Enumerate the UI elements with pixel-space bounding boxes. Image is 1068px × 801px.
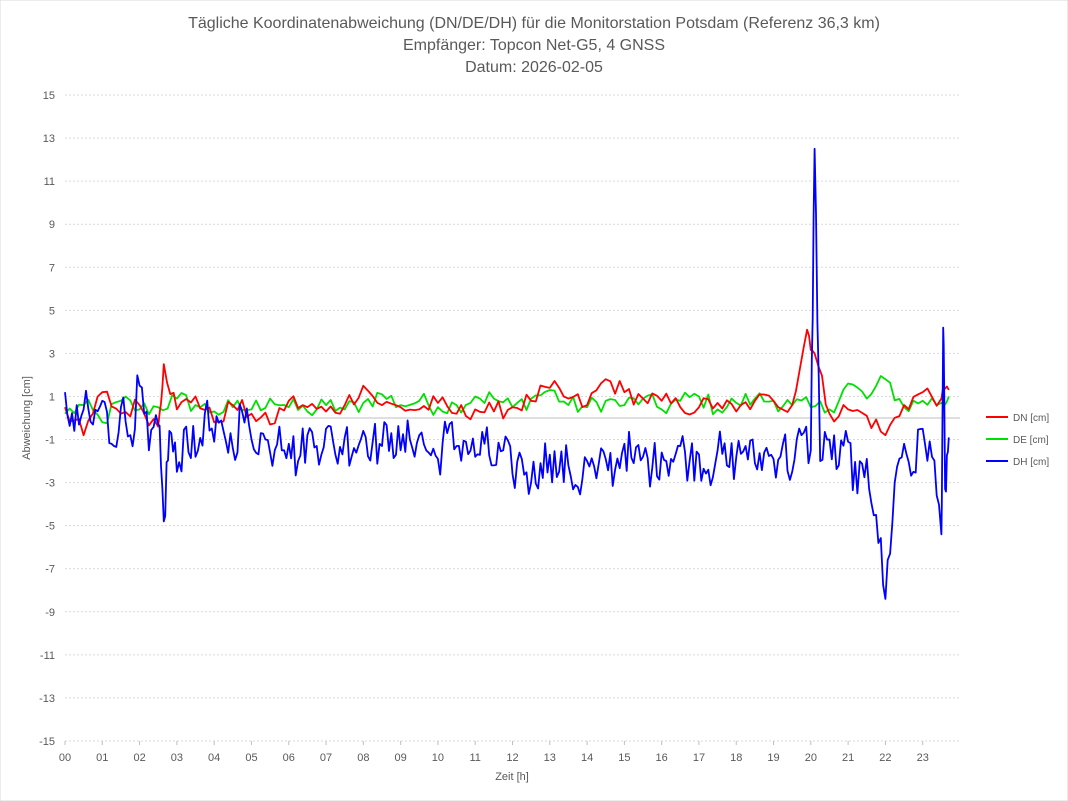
y-tick-label: -9 — [45, 607, 55, 619]
y-tick-label: -13 — [39, 693, 55, 705]
x-tick-label: 18 — [730, 752, 742, 764]
chart-title-line-2: Empfänger: Topcon Net-G5, 4 GNSS — [403, 37, 665, 54]
legend-label: DE [cm] — [1013, 435, 1049, 446]
x-tick-label: 07 — [320, 752, 332, 764]
chart-title: Tägliche Koordinatenabweichung (DN/DE/DH… — [188, 15, 880, 76]
series-line-dh — [64, 147, 950, 600]
y-tick-label: 1 — [49, 391, 55, 403]
y-tick-label: 7 — [49, 262, 55, 274]
x-tick-label: 00 — [59, 752, 71, 764]
x-tick-label: 19 — [767, 752, 779, 764]
y-tick-label: -11 — [40, 650, 55, 662]
x-tick-label: 17 — [693, 752, 705, 764]
y-tick-label: 13 — [43, 133, 55, 145]
x-axis-label: Zeit [h] — [495, 771, 529, 783]
x-tick-label: 01 — [96, 752, 108, 764]
y-tick-label: -5 — [45, 521, 55, 533]
x-tick-label: 02 — [133, 752, 145, 764]
x-tick-label: 05 — [245, 752, 257, 764]
x-tick-label: 13 — [544, 752, 556, 764]
x-tick-label: 12 — [506, 752, 518, 764]
x-tick-label: 23 — [917, 752, 929, 764]
x-tick-label: 22 — [879, 752, 891, 764]
y-axis-label: Abweichung [cm] — [21, 376, 33, 460]
y-tick-label: -1 — [45, 435, 55, 447]
x-tick-label: 20 — [805, 752, 817, 764]
legend-label: DH [cm] — [1013, 457, 1049, 468]
y-tick-label: -3 — [45, 478, 55, 490]
chart-title-line-1: Tägliche Koordinatenabweichung (DN/DE/DH… — [188, 15, 880, 32]
y-tick-label: 9 — [49, 219, 55, 231]
y-tick-label: 15 — [43, 90, 55, 102]
y-axis-ticks: 15 13 11 9 7 5 3 1 -1 -3 -5 -7 -9 -11 -13 -15 — [39, 90, 55, 748]
y-tick-label: 3 — [49, 348, 55, 360]
x-tick-label: 15 — [618, 752, 630, 764]
chart-title-line-3: Datum: 2026-02-05 — [465, 59, 603, 76]
x-tick-label: 14 — [581, 752, 593, 764]
x-axis-ticks: 00 01 02 03 04 05 06 07 08 09 10 11 12 13 14 15 16 17 18 19… — [59, 741, 929, 764]
y-tick-label: 5 — [49, 305, 55, 317]
legend: DN [cm] DE [cm] DH [cm] — [986, 413, 1049, 468]
data-series — [64, 147, 950, 600]
legend-label: DN [cm] — [1013, 413, 1049, 424]
x-tick-label: 21 — [842, 752, 854, 764]
x-tick-label: 11 — [469, 752, 480, 764]
x-tick-label: 06 — [283, 752, 295, 764]
x-tick-label: 08 — [357, 752, 369, 764]
x-tick-label: 09 — [395, 752, 407, 764]
x-tick-label: 16 — [656, 752, 668, 764]
y-tick-label: -15 — [39, 736, 55, 748]
x-tick-label: 03 — [171, 752, 183, 764]
y-tick-label: 11 — [44, 176, 55, 188]
y-tick-label: -7 — [45, 564, 55, 576]
x-tick-label: 04 — [208, 752, 220, 764]
x-tick-label: 10 — [432, 752, 444, 764]
